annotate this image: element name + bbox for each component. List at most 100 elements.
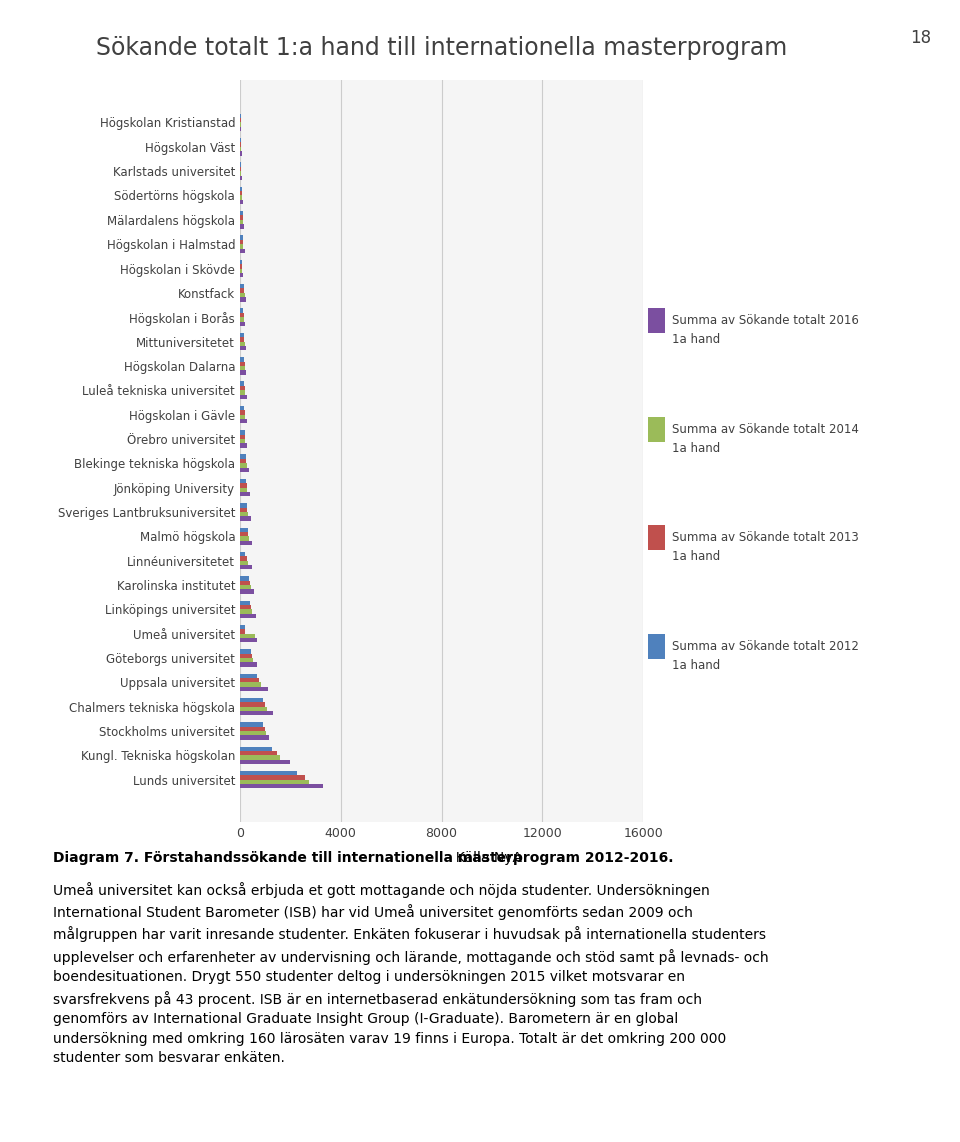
Bar — [240, 211, 243, 216]
Bar — [240, 726, 265, 731]
Bar — [240, 317, 244, 322]
Text: Umeå universitet kan också erbjuda et gott mottagande och nöjda studenter. Under: Umeå universitet kan också erbjuda et go… — [53, 882, 768, 1065]
Bar — [240, 171, 241, 176]
Bar — [240, 613, 256, 618]
Bar — [240, 771, 298, 775]
Bar — [240, 410, 245, 415]
Text: 1a hand: 1a hand — [672, 442, 720, 455]
Bar — [240, 638, 257, 643]
Bar — [240, 167, 241, 171]
Bar — [240, 492, 250, 497]
Bar — [240, 585, 251, 589]
Bar — [240, 683, 261, 686]
Bar — [240, 755, 279, 759]
Bar — [240, 143, 241, 147]
Bar — [240, 313, 244, 317]
Bar — [240, 191, 242, 195]
Bar — [240, 419, 247, 424]
Bar — [240, 151, 242, 155]
Bar — [240, 507, 248, 512]
Bar — [240, 512, 248, 516]
Bar — [240, 528, 248, 532]
Bar — [240, 381, 244, 386]
Bar — [240, 240, 243, 244]
Bar — [240, 488, 248, 492]
Bar — [240, 561, 249, 565]
Bar — [240, 332, 244, 337]
Bar — [240, 431, 245, 435]
Bar — [240, 556, 247, 561]
Bar — [240, 467, 250, 472]
Bar — [240, 580, 250, 585]
Bar — [240, 552, 245, 556]
Text: 1a hand: 1a hand — [672, 550, 720, 563]
Bar — [240, 292, 245, 297]
Text: Diagram 7. Förstahandssökande till internationella masterprogram 2012-2016.: Diagram 7. Förstahandssökande till inter… — [53, 851, 673, 864]
Bar — [240, 249, 245, 252]
Bar — [240, 289, 245, 292]
Bar — [240, 195, 242, 200]
Bar — [240, 751, 276, 755]
Bar — [240, 702, 265, 707]
Bar — [240, 322, 245, 325]
Title: Sökande totalt 1:a hand till internationella masterprogram: Sökande totalt 1:a hand till internation… — [96, 35, 787, 59]
Bar — [240, 391, 245, 395]
Text: Summa av Sökande totalt 2014: Summa av Sökande totalt 2014 — [672, 423, 859, 435]
Text: 1a hand: 1a hand — [672, 659, 720, 671]
Bar — [240, 634, 254, 638]
Bar — [240, 537, 249, 540]
Bar — [240, 264, 242, 268]
Bar — [240, 610, 252, 613]
Bar — [240, 747, 272, 751]
Bar — [240, 478, 246, 483]
Bar — [240, 415, 245, 419]
Bar — [240, 200, 243, 204]
Bar — [240, 224, 244, 228]
Bar — [240, 775, 304, 780]
Bar — [240, 346, 246, 351]
Bar — [240, 605, 252, 610]
Bar — [240, 362, 245, 365]
Bar — [240, 395, 247, 399]
Bar — [240, 216, 243, 219]
Text: Summa av Sökande totalt 2012: Summa av Sökande totalt 2012 — [672, 640, 859, 652]
Bar — [240, 662, 257, 667]
Bar — [240, 186, 242, 191]
Bar — [240, 459, 247, 464]
Bar — [240, 735, 269, 740]
Bar — [240, 658, 252, 662]
Bar — [240, 589, 254, 594]
Bar — [240, 464, 247, 467]
Bar — [240, 284, 244, 289]
Bar — [240, 532, 249, 537]
Bar — [240, 268, 242, 273]
Text: 18: 18 — [910, 29, 931, 47]
Bar — [240, 780, 309, 785]
Bar — [240, 577, 250, 580]
Bar — [240, 443, 248, 448]
Bar — [240, 337, 245, 341]
Bar — [240, 785, 324, 788]
Text: 1a hand: 1a hand — [672, 333, 720, 346]
Bar — [240, 698, 263, 702]
Bar — [240, 147, 241, 151]
Bar — [240, 516, 251, 521]
Bar — [240, 435, 245, 439]
Bar — [240, 625, 245, 629]
Bar — [240, 483, 247, 488]
Bar — [240, 386, 245, 391]
Bar — [240, 127, 241, 131]
Bar — [240, 219, 243, 224]
Bar — [240, 297, 246, 301]
Bar — [240, 357, 244, 362]
Bar — [240, 722, 262, 726]
Bar — [240, 308, 243, 313]
Bar — [240, 439, 246, 443]
Bar — [240, 540, 252, 545]
Bar — [240, 653, 252, 658]
Bar — [240, 759, 290, 764]
Bar — [240, 565, 252, 570]
Bar — [240, 405, 244, 410]
Bar — [240, 235, 243, 240]
Bar — [240, 650, 251, 653]
